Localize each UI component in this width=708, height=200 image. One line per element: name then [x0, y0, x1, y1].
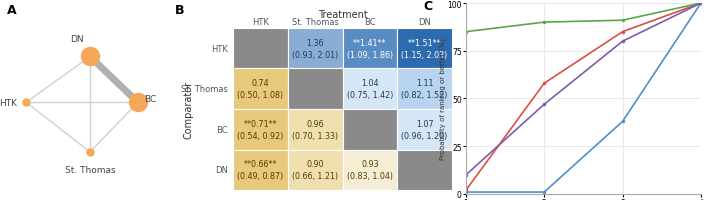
Bar [288, 150, 343, 190]
Text: St. Thomas: St. Thomas [292, 18, 338, 27]
Text: **0.71**
(0.54, 0.92): **0.71** (0.54, 0.92) [237, 119, 284, 140]
Bar [233, 150, 288, 190]
Text: St. Thomas: St. Thomas [64, 166, 115, 174]
Text: C: C [423, 0, 433, 13]
Bar [397, 150, 452, 190]
Text: 1.36
(0.93, 2.01): 1.36 (0.93, 2.01) [292, 39, 338, 59]
Bar [343, 29, 397, 69]
Text: HTK: HTK [211, 44, 227, 53]
Bar [288, 69, 343, 109]
Text: HTK: HTK [0, 98, 17, 107]
Text: 0.93
(0.83, 1.04): 0.93 (0.83, 1.04) [347, 160, 393, 180]
Text: 0.96
(0.70, 1.33): 0.96 (0.70, 1.33) [292, 119, 338, 140]
Bar [397, 29, 452, 69]
Text: DN: DN [215, 166, 227, 174]
Bar [233, 29, 288, 69]
Text: 0.90
(0.66, 1.21): 0.90 (0.66, 1.21) [292, 160, 338, 180]
Text: **1.51**
(1.15, 2.03): **1.51** (1.15, 2.03) [401, 39, 447, 59]
Text: HTK: HTK [252, 18, 269, 27]
Bar [397, 109, 452, 150]
Text: **1.41**
(1.09, 1.86): **1.41** (1.09, 1.86) [347, 39, 393, 59]
Text: 1.11
(0.82, 1.52): 1.11 (0.82, 1.52) [401, 79, 447, 100]
Text: B: B [175, 4, 185, 17]
Text: DN: DN [418, 18, 431, 27]
Text: BC: BC [216, 125, 227, 134]
Bar [233, 109, 288, 150]
Text: BC: BC [144, 95, 156, 103]
Text: 1.07
(0.96, 1.20): 1.07 (0.96, 1.20) [401, 119, 447, 140]
Y-axis label: Probability of ranking or better (%): Probability of ranking or better (%) [440, 38, 446, 160]
Bar [397, 69, 452, 109]
Text: Treatment: Treatment [318, 10, 367, 20]
Bar [343, 150, 397, 190]
Text: Comparator: Comparator [184, 81, 194, 138]
Bar [288, 29, 343, 69]
Text: 0.74
(0.50, 1.08): 0.74 (0.50, 1.08) [237, 79, 283, 100]
Text: **0.66**
(0.49, 0.87): **0.66** (0.49, 0.87) [237, 160, 284, 180]
Bar [343, 69, 397, 109]
Bar [233, 69, 288, 109]
Text: A: A [7, 4, 17, 17]
Text: 1.04
(0.75, 1.42): 1.04 (0.75, 1.42) [347, 79, 393, 100]
Bar [288, 109, 343, 150]
Bar [343, 109, 397, 150]
Text: BC: BC [364, 18, 376, 27]
Text: DN: DN [70, 35, 84, 44]
Text: St. Thomas: St. Thomas [181, 85, 227, 94]
